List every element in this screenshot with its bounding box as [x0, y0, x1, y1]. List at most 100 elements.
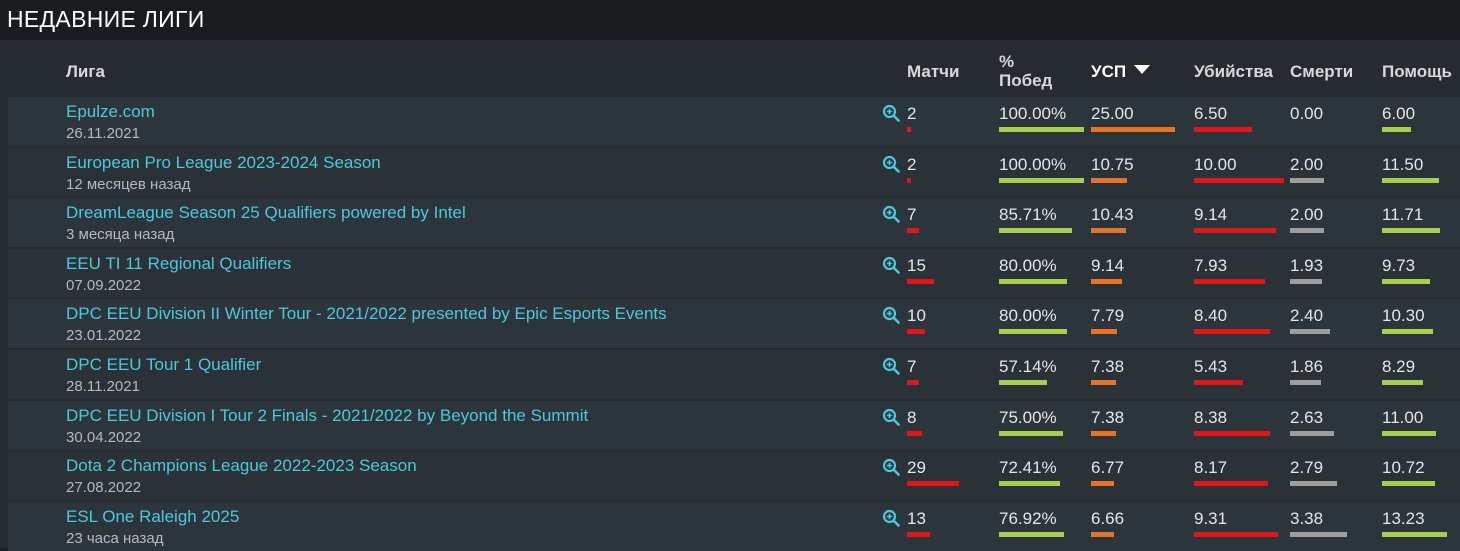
winrate-bar: [999, 430, 1063, 436]
matches-bar: [907, 127, 911, 132]
kills-value: 7.93: [1194, 255, 1228, 275]
column-header-winrate[interactable]: % Побед: [999, 52, 1052, 90]
matches-value: 13: [907, 508, 926, 528]
kda-value: 10.75: [1091, 154, 1134, 174]
deaths-value: 1.86: [1290, 357, 1324, 376]
kills-bar: [1194, 329, 1270, 335]
winrate-bar: [999, 380, 1047, 385]
assists-value: 10.30: [1382, 306, 1425, 326]
kda-value: 7.79: [1091, 306, 1125, 326]
matches-bar: [907, 329, 925, 335]
league-name-link[interactable]: European Pro League 2023-2024 Season: [66, 152, 381, 172]
league-date: 23.01.2022: [66, 327, 142, 345]
kda-value: 9.14: [1091, 255, 1125, 275]
matches-bar: [907, 380, 919, 385]
winrate-value: 72.41%: [999, 458, 1057, 478]
matches-bar: [907, 228, 919, 234]
assists-value: 6.00: [1382, 104, 1416, 123]
league-date: 28.11.2021: [66, 378, 140, 395]
kills-value: 10.00: [1194, 154, 1237, 174]
league-name-link[interactable]: DPC EEU Division II Winter Tour - 2021/2…: [66, 304, 667, 324]
league-name-link[interactable]: DPC EEU Division I Tour 2 Finals - 2021/…: [66, 405, 589, 425]
column-header-league[interactable]: Лига: [66, 62, 105, 81]
table-row: EEU TI 11 Regional Qualifiers 07.09.2022 1…: [8, 248, 1460, 298]
kda-value: 6.66: [1091, 508, 1125, 528]
kills-value: 8.17: [1194, 458, 1228, 478]
matches-bar: [907, 430, 922, 436]
assists-bar: [1382, 127, 1411, 132]
winrate-bar: [999, 531, 1064, 537]
sort-desc-icon: [1134, 65, 1151, 74]
league-name-link[interactable]: Epulze.com: [66, 102, 155, 121]
league-name-link[interactable]: ESL One Raleigh 2025: [66, 506, 240, 526]
kills-bar: [1194, 228, 1276, 234]
kills-value: 9.14: [1194, 205, 1228, 225]
zoom-in-icon[interactable]: [882, 458, 900, 476]
kills-bar: [1194, 380, 1243, 385]
assists-bar: [1382, 329, 1433, 335]
column-header-winrate-line2: Побед: [999, 71, 1053, 90]
deaths-value: 2.40: [1290, 306, 1324, 326]
section-header: НЕДАВНИЕ ЛИГИ: [0, 0, 1460, 40]
kda-bar: [1091, 531, 1114, 537]
kills-value: 8.38: [1194, 407, 1228, 427]
table-row: Dota 2 Champions League 2022-2023 Season…: [8, 451, 1460, 501]
kills-bar: [1194, 127, 1252, 132]
column-header-kills[interactable]: Убийства: [1194, 62, 1274, 81]
zoom-in-icon[interactable]: [882, 509, 900, 527]
winrate-value: 57.14%: [999, 357, 1057, 376]
zoom-in-icon[interactable]: [882, 306, 900, 325]
assists-value: 8.29: [1382, 357, 1416, 376]
column-header-matches[interactable]: Матчи: [907, 62, 960, 81]
zoom-in-icon[interactable]: [882, 104, 900, 122]
column-header-deaths[interactable]: Смерти: [1290, 62, 1354, 81]
matches-value: 15: [907, 255, 926, 275]
matches-value: 2: [907, 104, 917, 123]
deaths-bar: [1290, 228, 1324, 234]
deaths-value: 2.00: [1290, 205, 1324, 225]
column-header-assists[interactable]: Помощь: [1382, 62, 1452, 81]
winrate-value: 100.00%: [999, 154, 1067, 174]
winrate-bar: [999, 278, 1067, 284]
matches-value: 10: [907, 306, 926, 326]
league-date: 26.11.2021: [66, 125, 140, 142]
deaths-bar: [1290, 531, 1347, 537]
matches-value: 29: [907, 458, 926, 478]
matches-bar: [907, 177, 911, 183]
matches-bar: [907, 278, 934, 284]
league-name-link[interactable]: EEU TI 11 Regional Qualifiers: [66, 253, 292, 273]
matches-value: 2: [907, 154, 917, 174]
zoom-in-icon[interactable]: [882, 155, 900, 173]
league-date: 30.04.2022: [66, 428, 142, 446]
kda-bar: [1091, 177, 1127, 183]
column-header-kda[interactable]: УСП: [1091, 62, 1151, 82]
assists-bar: [1382, 481, 1435, 487]
assists-value: 11.71: [1382, 205, 1424, 225]
column-header-kda-label: УСП: [1091, 62, 1127, 81]
kills-bar: [1194, 531, 1278, 537]
assists-bar: [1382, 177, 1439, 183]
zoom-in-icon[interactable]: [882, 256, 900, 274]
league-name-link[interactable]: DPC EEU Tour 1 Qualifier: [66, 355, 262, 374]
league-name-link[interactable]: Dota 2 Champions League 2022-2023 Season: [66, 456, 417, 476]
kills-value: 5.43: [1194, 357, 1228, 376]
table-row: ESL One Raleigh 2025 23 часа назад 13 76.92…: [8, 501, 1460, 551]
zoom-in-icon[interactable]: [882, 408, 900, 426]
winrate-bar: [999, 481, 1060, 487]
zoom-in-icon[interactable]: [882, 357, 900, 375]
kda-value: 6.77: [1091, 458, 1125, 478]
zoom-in-icon[interactable]: [882, 205, 900, 223]
deaths-value: 0.00: [1290, 104, 1324, 123]
deaths-bar: [1290, 430, 1334, 436]
league-date: 07.09.2022: [66, 276, 142, 294]
kda-bar: [1091, 329, 1117, 335]
column-header-winrate-line1: %: [999, 52, 1015, 71]
assists-value: 11.50: [1382, 154, 1424, 174]
winrate-value: 75.00%: [999, 407, 1057, 427]
winrate-bar: [999, 177, 1084, 183]
kills-bar: [1194, 430, 1270, 436]
league-name-link[interactable]: DreamLeague Season 25 Qualifiers powered…: [66, 203, 466, 223]
winrate-value: 100.00%: [999, 104, 1067, 123]
table-row: DreamLeague Season 25 Qualifiers powered…: [8, 198, 1460, 248]
winrate-bar: [999, 127, 1084, 132]
